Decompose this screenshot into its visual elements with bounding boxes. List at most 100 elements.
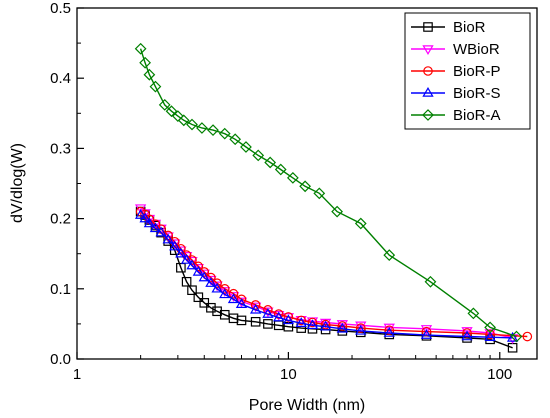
data-point-bior-a bbox=[467, 307, 480, 320]
data-point-bior-a bbox=[240, 141, 252, 153]
x-axis-title: Pore Width (nm) bbox=[249, 397, 365, 414]
data-point-bior bbox=[181, 276, 192, 287]
data-point-bior-a bbox=[383, 249, 396, 261]
data-point-bior-a bbox=[171, 110, 184, 122]
data-point-bior bbox=[236, 315, 247, 326]
data-point-bior-s bbox=[306, 319, 319, 330]
data-point-bior-s bbox=[169, 240, 181, 251]
legend-label-bior-s: BioR-S bbox=[453, 85, 501, 102]
data-point-bior-s bbox=[205, 277, 217, 287]
data-point-bior-p bbox=[337, 321, 348, 331]
data-point-bior-s bbox=[273, 311, 285, 322]
x-tick-label: 100 bbox=[487, 366, 512, 383]
data-point-wbior bbox=[319, 318, 332, 329]
data-point-wbior bbox=[249, 302, 262, 313]
data-point-bior-s bbox=[336, 322, 349, 333]
data-point-bior-a bbox=[207, 124, 219, 137]
data-point-bior-s bbox=[383, 326, 395, 337]
data-point-bior-p bbox=[421, 326, 432, 337]
data-point-bior-p bbox=[296, 315, 307, 326]
data-point-bior bbox=[206, 302, 216, 313]
data-point-bior-s bbox=[134, 209, 147, 219]
data-point-bior-p bbox=[250, 300, 261, 310]
data-point-bior-s bbox=[295, 317, 307, 327]
data-point-bior-a bbox=[286, 171, 299, 184]
data-point-bior-a bbox=[331, 205, 343, 218]
data-point-bior-a bbox=[177, 114, 190, 127]
data-point-wbior bbox=[420, 325, 433, 335]
data-point-bior-p bbox=[187, 255, 197, 265]
data-point-bior-a bbox=[149, 80, 162, 93]
data-point-bior-a bbox=[299, 180, 312, 193]
data-point-wbior bbox=[219, 287, 231, 297]
data-point-wbior bbox=[336, 320, 349, 330]
data-point-bior-p bbox=[212, 278, 222, 288]
data-point-bior-a bbox=[218, 127, 231, 140]
y-axis-title: dV/dlog(W) bbox=[9, 143, 26, 223]
plot-series bbox=[134, 42, 533, 353]
data-point-bior-s bbox=[211, 282, 223, 293]
data-point-bior-s bbox=[506, 331, 519, 342]
legend-label-bior-p: BioR-P bbox=[453, 63, 501, 80]
data-point-bior-p bbox=[485, 329, 495, 340]
legend-marker-bior bbox=[423, 22, 433, 32]
y-tick-label: 0.1 bbox=[50, 281, 71, 298]
data-point-bior-s bbox=[420, 329, 433, 339]
data-point-bior-a bbox=[134, 42, 147, 55]
data-point-bior-s bbox=[282, 314, 295, 325]
data-point-bior-p bbox=[307, 317, 318, 328]
data-point-bior bbox=[250, 316, 261, 327]
data-point-bior-s bbox=[249, 303, 262, 314]
data-point-wbior bbox=[355, 321, 367, 332]
data-point-bior-s bbox=[319, 320, 332, 331]
legend-marker-bior-p bbox=[423, 66, 433, 76]
data-point-bior-a bbox=[139, 56, 152, 69]
data-point-wbior bbox=[134, 204, 147, 215]
data-point-bior-s bbox=[235, 298, 248, 308]
data-point-bior-a bbox=[354, 217, 367, 230]
data-point-bior-s bbox=[227, 293, 240, 304]
data-point-bior-s bbox=[186, 259, 198, 270]
data-point-wbior bbox=[383, 323, 395, 334]
data-point-bior-p bbox=[462, 328, 472, 338]
data-point-bior-s bbox=[219, 288, 231, 299]
data-point-bior-p bbox=[199, 267, 210, 277]
data-point-bior-s bbox=[155, 226, 167, 237]
data-point-bior-a bbox=[165, 105, 178, 118]
series-line-bior-s bbox=[140, 214, 513, 339]
data-point-bior-a bbox=[484, 321, 496, 334]
data-point-bior bbox=[176, 262, 186, 273]
y-tick-label: 0.5 bbox=[50, 0, 71, 17]
legend-marker-wbior bbox=[422, 45, 434, 56]
axis-ticks: 1 10 100 0.0 0.1 0.2 0.3 0.4 0.5 bbox=[50, 0, 512, 383]
data-point-bior-s bbox=[198, 271, 210, 282]
data-point-bior-a bbox=[143, 68, 156, 81]
legend-marker-bior-a bbox=[422, 109, 434, 121]
data-point-bior-s bbox=[461, 330, 473, 341]
legend-label-bior-a: BioR-A bbox=[453, 107, 501, 124]
series-line-bior-p bbox=[140, 211, 528, 338]
data-point-bior-p bbox=[384, 325, 395, 336]
data-point-bior-a bbox=[274, 163, 287, 176]
data-point-bior-s bbox=[180, 253, 193, 264]
y-tick-label: 0.4 bbox=[50, 70, 71, 87]
data-point-bior-s bbox=[175, 247, 187, 258]
data-point-bior-s bbox=[149, 222, 162, 233]
data-point-bior bbox=[193, 292, 204, 303]
data-point-bior-s bbox=[139, 212, 151, 223]
legend-label-wbior: WBioR bbox=[453, 41, 500, 58]
data-point-bior-a bbox=[229, 133, 242, 146]
x-tick-label: 10 bbox=[280, 366, 297, 383]
y-tick-label: 0.0 bbox=[50, 351, 71, 368]
data-point-bior-s bbox=[355, 324, 367, 335]
data-point-bior bbox=[199, 298, 210, 308]
data-point-bior-s bbox=[192, 265, 205, 276]
data-point-bior bbox=[263, 319, 273, 329]
data-point-bior-a bbox=[510, 330, 523, 343]
data-point-bior-a bbox=[158, 98, 171, 111]
data-point-bior-p bbox=[228, 288, 239, 299]
legend: BioR WBioR BioR-P BioR-S BioR-A bbox=[404, 12, 531, 130]
legend-marker-bior-s bbox=[422, 86, 434, 97]
data-point-bior-p bbox=[320, 319, 331, 330]
